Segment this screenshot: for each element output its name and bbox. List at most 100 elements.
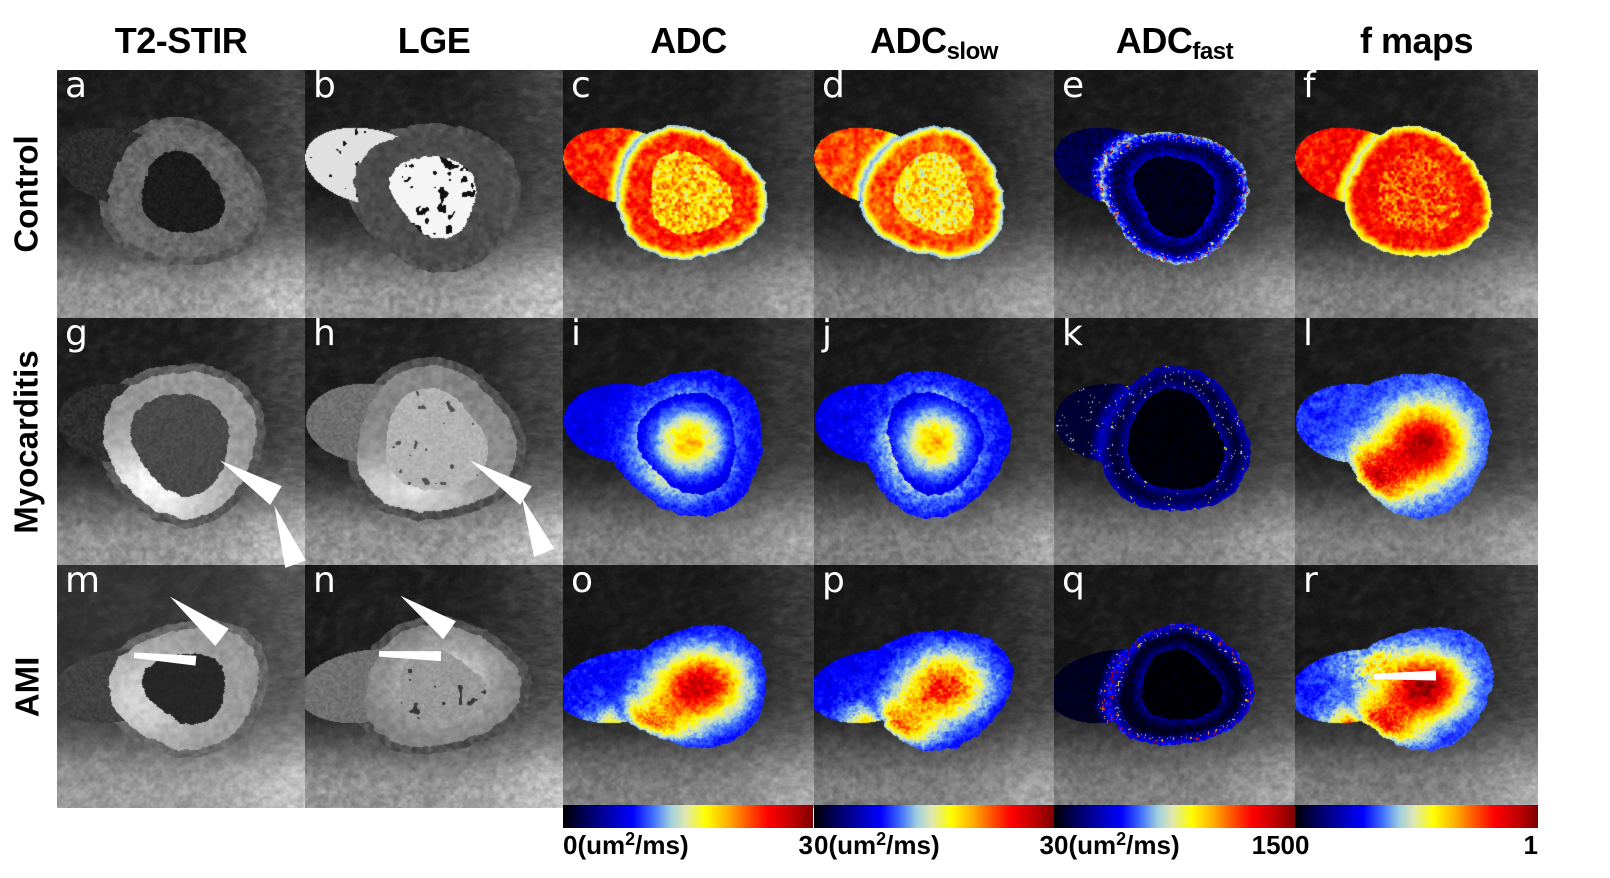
panel-letter-b: b — [313, 70, 336, 106]
row-label-ami: AMI — [0, 565, 54, 808]
panel-letter-a: a — [65, 70, 88, 106]
panel-b-control-lge: b — [305, 70, 563, 318]
mri-image-j — [814, 318, 1054, 565]
panel-letter-n: n — [313, 565, 336, 601]
cbar-fmaps-max-label: 1 — [1523, 830, 1538, 860]
panel-letter-m: m — [65, 565, 101, 601]
cbar-adcfast-labels: 0(um2/ms) 150 — [1054, 828, 1295, 862]
mri-image-o — [563, 565, 814, 808]
column-header-t2stir: T2-STIR — [57, 18, 305, 64]
mri-image-n — [305, 565, 563, 808]
mri-image-h — [305, 318, 563, 565]
mri-image-m — [57, 565, 305, 808]
panel-letter-j: j — [822, 318, 833, 354]
cbar-adcslow-gradient — [814, 805, 1054, 828]
column-header-adc: ADC — [563, 18, 814, 64]
mri-image-b — [305, 70, 563, 318]
mri-image-c — [563, 70, 814, 318]
mri-image-g — [57, 318, 305, 565]
row-label-text: Control — [8, 135, 45, 253]
cbar-adcslow: 0(um2/ms) 3 — [814, 805, 1054, 862]
mri-canvas — [563, 318, 814, 565]
panel-a-control-t2stir: a — [57, 70, 305, 318]
cbar-adcslow-max-label: 3 — [1039, 830, 1054, 860]
panel-letter-f: f — [1303, 70, 1316, 106]
column-header-adcfast: ADCfast — [1054, 18, 1295, 65]
mri-canvas — [1295, 318, 1538, 565]
cbar-adcfast-gradient — [1054, 805, 1295, 828]
column-header-label: ADC — [1115, 20, 1193, 61]
mri-image-e — [1054, 70, 1295, 318]
row-label-control: Control — [0, 70, 54, 318]
mri-canvas — [1295, 70, 1538, 318]
mri-image-d — [814, 70, 1054, 318]
panel-g-myocarditis-t2stir: g — [57, 318, 305, 565]
column-header-label: T2-STIR — [114, 20, 248, 61]
panel-n-ami-lge: n — [305, 565, 563, 808]
column-header-label: ADC — [650, 20, 727, 61]
cbar-adc-max-label: 3 — [798, 830, 813, 860]
column-header-subscript: slow — [946, 38, 999, 65]
mri-image-r — [1295, 565, 1538, 808]
row-label-text: AMI — [8, 656, 45, 717]
panel-letter-o: o — [571, 565, 594, 601]
mri-canvas — [563, 565, 814, 808]
column-header-subscript: fast — [1192, 38, 1234, 65]
cbar-adcfast-min-label: 0(um2/ms) — [1054, 829, 1180, 860]
mri-canvas — [814, 565, 1054, 808]
mri-image-f — [1295, 70, 1538, 318]
mri-image-q — [1054, 565, 1295, 808]
cbar-adc-gradient — [563, 805, 813, 828]
mri-canvas — [1054, 70, 1295, 318]
cbar-adcslow-min-label: 0(um2/ms) — [814, 829, 940, 860]
column-header-label: f maps — [1359, 20, 1474, 61]
row-label-text: Myocarditis — [8, 349, 46, 534]
cbar-adcslow-labels: 0(um2/ms) 3 — [814, 828, 1054, 862]
panel-r-ami-fmaps: r — [1295, 565, 1538, 808]
mri-canvas — [57, 318, 305, 565]
column-header-label: ADC — [870, 20, 947, 61]
mri-image-k — [1054, 318, 1295, 565]
mri-image-p — [814, 565, 1054, 808]
panel-letter-r: r — [1303, 565, 1318, 601]
cbar-adc: 0(um2/ms) 3 — [563, 805, 813, 862]
mri-canvas — [305, 565, 563, 808]
mri-canvas — [305, 318, 563, 565]
panel-q-ami-adcfast: q — [1054, 565, 1295, 808]
row-label-myocarditis: Myocarditis — [0, 318, 54, 565]
mri-canvas — [563, 70, 814, 318]
panel-letter-i: i — [571, 318, 582, 354]
cbar-fmaps-min-label: 0 — [1295, 830, 1310, 860]
panel-d-control-adcslow: d — [814, 70, 1054, 318]
mri-canvas — [57, 70, 305, 318]
panel-letter-l: l — [1303, 318, 1314, 354]
cbar-adcfast-max-label: 150 — [1251, 830, 1295, 860]
panel-e-control-adcfast: e — [1054, 70, 1295, 318]
panel-letter-q: q — [1062, 565, 1085, 601]
mri-image-a — [57, 70, 305, 318]
cbar-adc-min-label: 0(um2/ms) — [563, 829, 689, 860]
panel-p-ami-adcslow: p — [814, 565, 1054, 808]
mri-canvas — [1054, 318, 1295, 565]
column-header-fmaps: f maps — [1295, 18, 1538, 64]
panel-l-myocarditis-fmaps: l — [1295, 318, 1538, 565]
mri-image-i — [563, 318, 814, 565]
mri-canvas — [814, 318, 1054, 565]
panel-o-ami-adc: o — [563, 565, 814, 808]
column-header-lge: LGE — [305, 18, 563, 64]
cbar-adcfast: 0(um2/ms) 150 — [1054, 805, 1295, 862]
panel-letter-p: p — [822, 565, 845, 601]
panel-letter-h: h — [313, 318, 336, 354]
panel-letter-c: c — [571, 70, 591, 106]
panel-letter-e: e — [1062, 70, 1085, 106]
cbar-fmaps-gradient — [1295, 805, 1538, 828]
cbar-adc-labels: 0(um2/ms) 3 — [563, 828, 813, 862]
panel-m-ami-t2stir: m — [57, 565, 305, 808]
mri-canvas — [1054, 565, 1295, 808]
panel-c-control-adc: c — [563, 70, 814, 318]
mri-canvas — [57, 565, 305, 808]
panel-letter-k: k — [1062, 318, 1083, 354]
